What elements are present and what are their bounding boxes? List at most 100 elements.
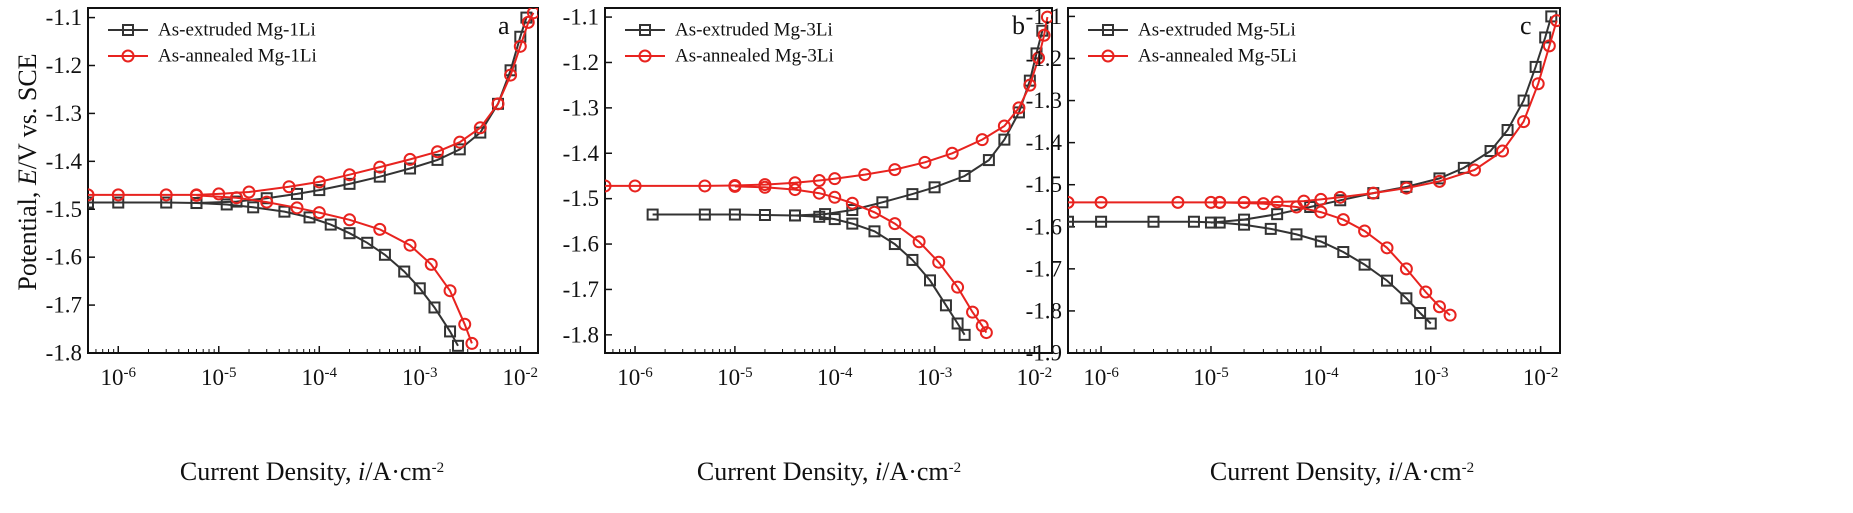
data-point xyxy=(398,265,411,278)
data-point xyxy=(628,179,642,193)
data-point xyxy=(958,328,971,341)
data-point xyxy=(290,201,304,215)
x-tick-label: 10-4 xyxy=(817,365,853,390)
data-point xyxy=(846,217,859,230)
data-point xyxy=(1358,258,1371,271)
series-line xyxy=(1068,20,1558,204)
data-point xyxy=(1213,195,1227,209)
data-point xyxy=(1517,115,1531,129)
y-tick-label: -1.3 xyxy=(563,95,599,120)
data-point xyxy=(504,68,518,82)
x-tick-label: 10-4 xyxy=(1303,365,1339,390)
data-point xyxy=(403,152,417,166)
data-point xyxy=(343,213,357,227)
data-point xyxy=(868,225,881,238)
data-point xyxy=(343,227,356,240)
data-point xyxy=(1414,307,1427,320)
data-point xyxy=(1550,14,1560,28)
data-point xyxy=(1400,292,1413,305)
x-tick-label: 10-3 xyxy=(917,365,953,390)
data-point xyxy=(373,222,387,236)
data-point xyxy=(278,205,291,218)
plot-area xyxy=(605,10,1052,341)
y-tick-label: -1.2 xyxy=(1026,46,1062,71)
data-point xyxy=(1443,308,1457,322)
data-point xyxy=(343,177,356,190)
legend-label: As-annealed Mg-3Li xyxy=(675,46,834,67)
data-point xyxy=(1337,246,1350,259)
y-tick-label: -1.7 xyxy=(46,293,82,318)
legend-marker xyxy=(1101,49,1115,63)
y-tick-label: -1.1 xyxy=(46,5,82,30)
data-point xyxy=(1419,285,1433,299)
series-line xyxy=(88,12,535,196)
y-tick-label: -1.7 xyxy=(563,277,599,302)
data-point xyxy=(160,196,173,209)
y-tick-label: -1.4 xyxy=(563,141,600,166)
y-tick-label: -1.2 xyxy=(563,50,599,75)
data-point xyxy=(513,39,527,53)
data-point xyxy=(939,299,952,312)
data-point xyxy=(260,195,274,209)
data-point xyxy=(190,197,203,210)
data-point xyxy=(1256,197,1270,211)
data-point xyxy=(1204,216,1217,229)
data-point xyxy=(1336,213,1350,227)
data-point xyxy=(788,176,802,190)
y-tick-label: -1.8 xyxy=(563,322,599,347)
data-point xyxy=(1040,10,1052,24)
data-point xyxy=(159,188,173,202)
data-point xyxy=(404,162,417,175)
panels: 10-6 10-5 10-4 10-3 10-2 -1.8 -1.7 -1.6 -1.5 -1.4… xyxy=(46,4,1561,390)
data-point xyxy=(932,255,946,269)
x-tick-label: 10-6 xyxy=(1083,365,1119,390)
y-tick-label: -1.1 xyxy=(1026,4,1062,29)
series-line xyxy=(88,201,459,347)
y-tick-label: -1.3 xyxy=(46,101,82,126)
data-point xyxy=(918,155,932,169)
panel-c: 10-6 10-5 10-4 10-3 10-2 -1.9 -1.8 -1.7 -1.6 -1.5… xyxy=(1026,4,1561,390)
panel-letter: b xyxy=(1012,11,1025,40)
data-point xyxy=(1147,215,1160,228)
data-point xyxy=(1095,215,1108,228)
panel-b: 10-6 10-5 10-4 10-3 10-2 -1.8 -1.7 -1.6 -1.5 -1.4… xyxy=(563,5,1053,390)
data-point xyxy=(979,326,993,340)
data-point xyxy=(966,305,980,319)
legend-label: As-extruded Mg-1Li xyxy=(158,20,316,41)
y-axis-title: Potential, E/V vs. SCE xyxy=(13,53,42,290)
legend-marker xyxy=(1102,24,1114,36)
series-line xyxy=(196,17,528,204)
y-tick-label: -1.5 xyxy=(46,197,82,222)
y-tick-label: -1.4 xyxy=(46,149,83,174)
data-point xyxy=(945,146,959,160)
y-tick-label: -1.3 xyxy=(1026,88,1062,113)
data-point xyxy=(1290,228,1303,241)
panel-a: 10-6 10-5 10-4 10-3 10-2 -1.8 -1.7 -1.6 -1.5 -1.4… xyxy=(46,5,539,390)
plot-frame xyxy=(87,7,539,354)
data-point xyxy=(428,301,441,314)
data-point xyxy=(698,179,712,193)
data-point xyxy=(1432,174,1446,188)
data-point xyxy=(1171,195,1185,209)
data-point xyxy=(867,205,881,219)
data-point xyxy=(1432,300,1446,314)
data-point xyxy=(1271,208,1284,221)
legend-label: As-annealed Mg-1Li xyxy=(158,46,317,67)
legend-marker xyxy=(638,49,652,63)
data-point xyxy=(1068,195,1075,209)
data-point xyxy=(812,186,826,200)
x-axis-title-b: Current Density, i/A·cm-2 xyxy=(697,457,961,486)
data-point xyxy=(361,236,374,249)
data-point xyxy=(1501,124,1514,137)
y-tick-label: -1.6 xyxy=(563,232,599,257)
data-point xyxy=(1517,94,1530,107)
data-point xyxy=(646,208,659,221)
data-point xyxy=(698,208,711,221)
y-tick-label: -1.8 xyxy=(46,341,82,366)
data-point xyxy=(453,135,467,149)
y-tick-label: -1.2 xyxy=(46,53,82,78)
data-point xyxy=(521,15,535,29)
data-point xyxy=(888,217,902,231)
data-point xyxy=(303,211,316,224)
data-point xyxy=(465,336,479,350)
